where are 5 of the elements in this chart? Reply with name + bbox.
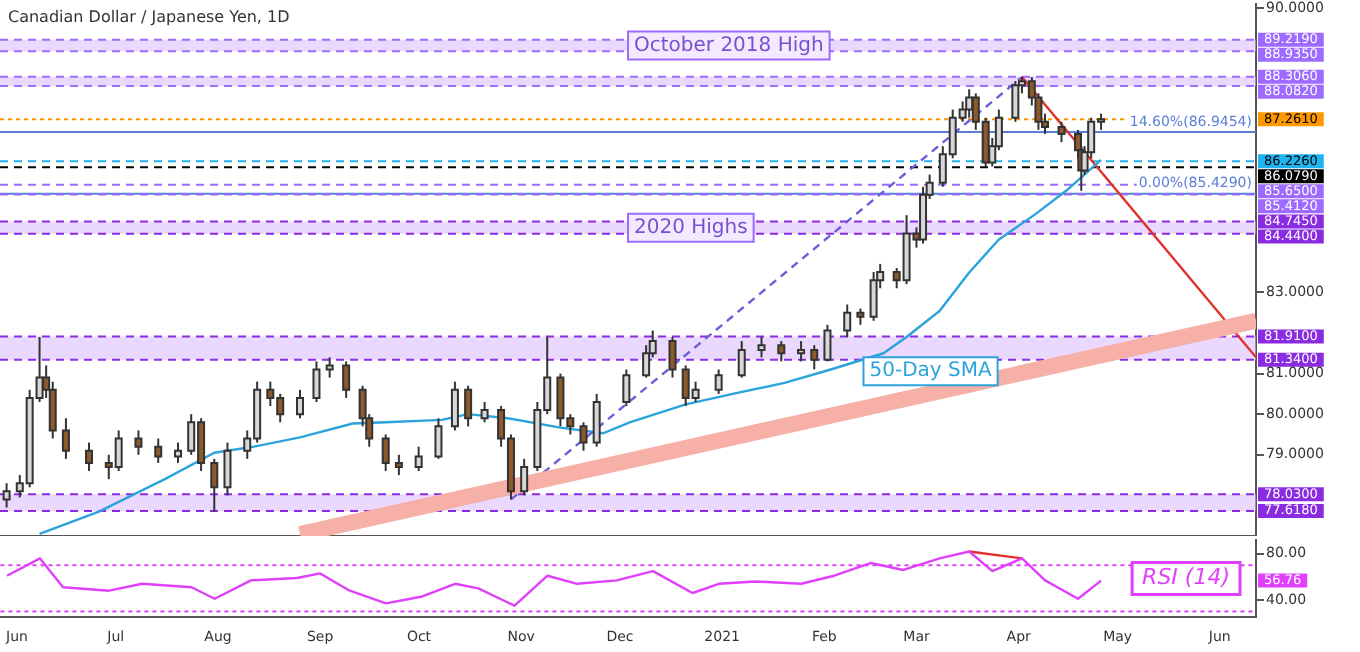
band-label: October 2018 High [634,34,824,57]
text: RSI (14) [1142,564,1231,591]
series-label: 50-Day SMA [869,360,992,383]
band-label: 2020 Highs [634,216,748,239]
chart-title: Canadian Dollar / Japanese Yen, 1D [8,8,290,27]
